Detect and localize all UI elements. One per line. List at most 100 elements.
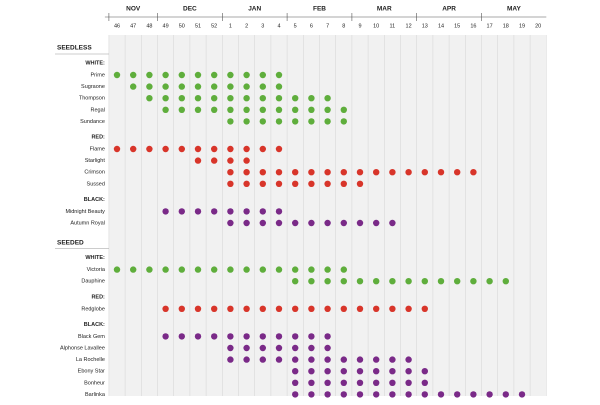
availability-dot [356, 356, 364, 363]
availability-dot [502, 278, 509, 285]
availability-dot [308, 266, 315, 273]
availability-dot [275, 169, 283, 176]
month-label: NOV [126, 6, 141, 13]
availability-dot [178, 145, 185, 153]
row-label: Ebony Star [78, 369, 105, 375]
availability-dot [340, 356, 347, 363]
availability-dot [389, 379, 396, 386]
row-label: Flame [90, 146, 105, 152]
availability-dot [470, 391, 477, 398]
availability-dot [292, 266, 299, 273]
availability-dot [421, 278, 428, 285]
week-label: 11 [390, 23, 396, 29]
availability-dot [405, 391, 412, 398]
availability-dot [454, 391, 461, 398]
week-label: 13 [422, 23, 428, 29]
availability-dot [373, 219, 380, 227]
availability-dot [130, 83, 137, 90]
row-label: Midnight Beauty [65, 209, 105, 215]
availability-dot [421, 379, 428, 386]
availability-dot [389, 356, 396, 363]
week-label: 7 [326, 23, 329, 29]
availability-dot [292, 368, 299, 375]
availability-dot [243, 208, 250, 215]
availability-dot [178, 71, 185, 79]
availability-dot [275, 118, 283, 125]
availability-dot [340, 368, 347, 375]
availability-dot [162, 106, 169, 114]
availability-dot [146, 145, 153, 153]
row-label: Sugraone [81, 84, 105, 90]
availability-dot [275, 106, 283, 114]
availability-dot [437, 391, 445, 398]
week-label: 48 [146, 23, 152, 29]
availability-dot [211, 83, 218, 90]
availability-dot [211, 106, 218, 114]
week-label: 15 [454, 23, 460, 29]
availability-dot [373, 278, 380, 285]
availability-dot [340, 219, 347, 227]
week-label: 12 [406, 23, 412, 29]
availability-dot [324, 305, 331, 312]
availability-dot [259, 266, 266, 273]
availability-dot [324, 356, 331, 363]
week-label: 47 [130, 23, 136, 29]
availability-dot [292, 379, 299, 386]
week-label: 8 [342, 23, 345, 29]
availability-dot [178, 305, 185, 312]
availability-dot [308, 391, 315, 398]
availability-dot [227, 71, 234, 79]
availability-dot [227, 95, 234, 102]
availability-dot [308, 219, 315, 227]
week-label: 51 [195, 23, 201, 29]
availability-dot [227, 118, 234, 125]
availability-dot [259, 180, 266, 187]
availability-dot [373, 305, 380, 312]
availability-dot [421, 391, 428, 398]
availability-dot [405, 305, 412, 312]
row-label: Autumn Royal [70, 220, 105, 226]
availability-dot [194, 95, 202, 102]
availability-dot [518, 391, 526, 398]
row-label: Dauphine [81, 279, 105, 285]
availability-dot [324, 333, 331, 340]
availability-dot [324, 278, 331, 285]
availability-dot [178, 208, 185, 215]
availability-dot [292, 169, 299, 176]
section-title: BLACK: [84, 322, 105, 328]
availability-dot [259, 208, 266, 215]
availability-dot [275, 266, 283, 273]
availability-dot [292, 180, 299, 187]
row-label: Sussed [87, 181, 105, 187]
availability-dot [356, 379, 364, 386]
availability-dot [486, 391, 493, 398]
availability-dot [243, 71, 250, 79]
availability-dot [292, 118, 299, 125]
availability-dot [194, 106, 202, 114]
availability-dot [292, 106, 299, 114]
availability-dot [275, 333, 283, 340]
availability-dot [227, 219, 234, 227]
availability-dot [227, 180, 234, 187]
availability-dot [421, 169, 428, 176]
availability-dot [113, 145, 121, 153]
section-title: RED: [91, 134, 105, 140]
row-label: Redglobe [81, 306, 105, 312]
week-label: 6 [310, 23, 313, 29]
availability-dot [308, 278, 315, 285]
week-label: 1 [229, 23, 232, 29]
week-label: 9 [358, 23, 361, 29]
availability-dot [259, 83, 266, 90]
availability-dot [227, 333, 234, 340]
availability-dot [340, 118, 347, 125]
availability-dot [259, 356, 266, 363]
row-label: Prime [91, 72, 105, 78]
availability-dot [243, 344, 250, 352]
availability-dot [243, 157, 250, 164]
availability-dot [340, 379, 347, 386]
week-label: 10 [373, 23, 379, 29]
section-title: WHITE: [85, 255, 105, 261]
availability-dot [211, 208, 218, 215]
availability-dot [259, 333, 266, 340]
availability-dot [113, 71, 121, 79]
